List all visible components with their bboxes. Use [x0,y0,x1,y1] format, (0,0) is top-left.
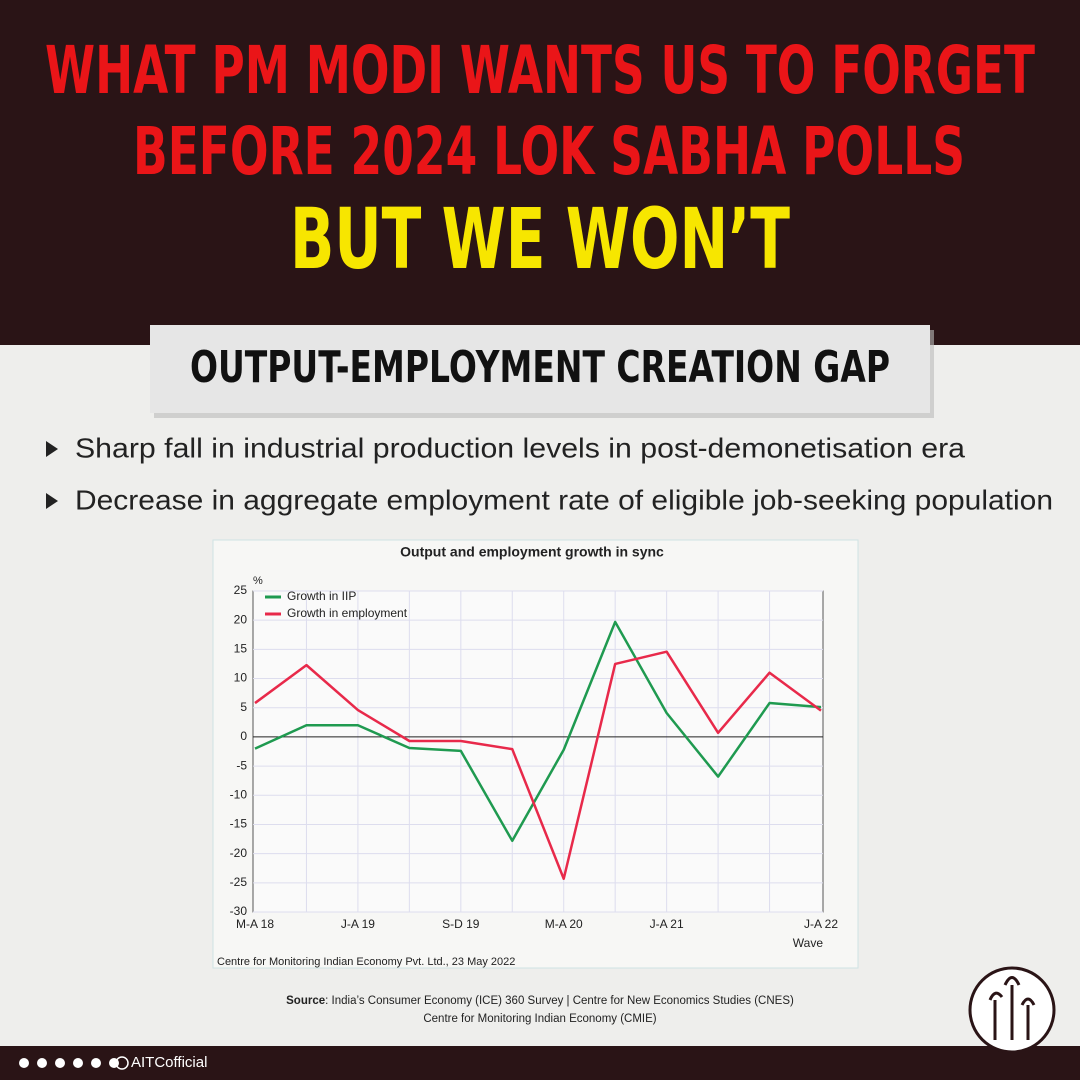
y-tick-label: 10 [234,671,248,685]
section-title: OUTPUT-EMPLOYMENT CREATION GAP [190,342,890,393]
source: Source: India’s Consumer Economy (ICE) 3… [286,995,794,1007]
x-tick-label: J-A 21 [650,917,684,931]
y-tick-label: -20 [230,846,248,860]
y-tick-label: -25 [230,875,248,889]
header-bg [0,0,1080,345]
series-line [254,620,822,843]
headline: WHAT PM MODI WANTS US TO FORGET [45,32,1035,109]
x-tick-label: S-D 19 [442,917,480,931]
legend-label: Growth in IIP [287,589,356,603]
x-axis-label: Wave [793,936,824,950]
y-tick-label: 15 [234,642,248,656]
x-tick-label: J-A 22 [804,917,838,931]
plot: M-A 18 J-A 19 S-D 19 M-A 20 J-A 21 J-A 22 25 20… [230,583,839,931]
y-tick-label: -30 [230,904,248,918]
x-tick-label: M-A 20 [545,917,583,931]
y-unit: % [253,575,263,587]
x-tick-label: J-A 19 [341,917,375,931]
chart-note: Centre for Monitoring Indian Economy Pvt… [217,956,515,968]
y-tick-label: -5 [236,758,247,772]
y-tick-label: 5 [240,700,247,714]
chart-title: Output and employment growth in sync [400,544,664,560]
source-text: Centre for Monitoring Indian Economy (CM… [423,1013,656,1025]
series-line [254,650,822,880]
x-tick-label: M-A 18 [236,917,274,931]
plot-area [252,590,824,913]
y-tick-label: 20 [234,612,248,626]
headline: BEFORE 2024 LOK SABHA POLLS [133,113,965,190]
bullet-icon [46,493,58,509]
handle: AITCofficial [131,1054,207,1071]
y-tick-label: 0 [240,729,247,743]
headline: BUT WE WON’T [290,190,790,288]
social-icons [19,1056,129,1070]
y-tick-label: -10 [230,787,248,801]
y-tick-label: 25 [234,583,248,597]
source-text: : India’s Consumer Economy (ICE) 360 Sur… [325,995,794,1007]
legend-label: Growth in employment [287,606,408,620]
y-tick-label: -15 [230,817,248,831]
footer-bg [0,1046,1080,1080]
section-box [150,325,930,413]
logo-icon [988,976,1036,1040]
bullet-icon [46,441,58,457]
source-label: Source [286,995,325,1007]
bullet-text: Decrease in aggregate employment rate of… [75,484,1053,515]
bullet-text: Sharp fall in industrial production leve… [75,432,965,463]
